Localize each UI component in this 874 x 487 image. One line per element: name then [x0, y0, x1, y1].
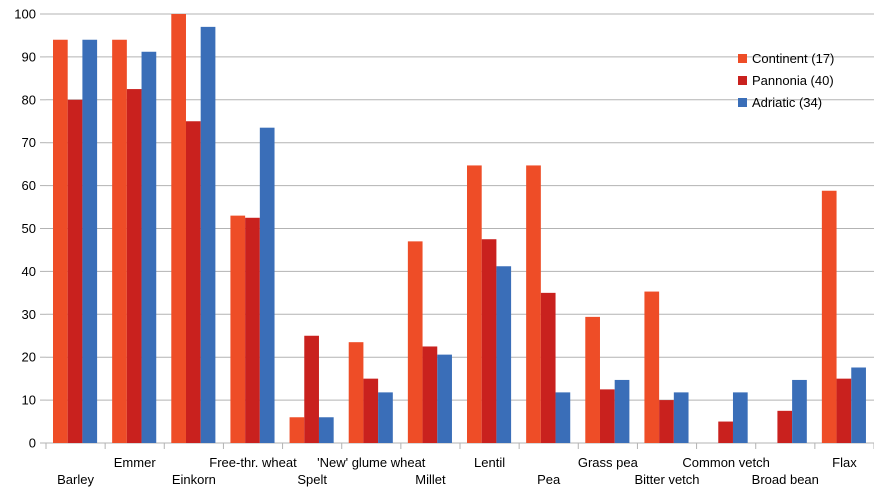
- bar-1-series-0: [112, 39, 127, 444]
- x-tick-label: Lentil: [474, 455, 505, 470]
- bar-9-series-2: [614, 379, 630, 443]
- x-tick-label: Broad bean: [752, 472, 819, 487]
- bar-9-series-1: [599, 389, 615, 443]
- bar-2-series-0: [171, 14, 186, 443]
- bar-2-series-1: [185, 121, 201, 443]
- bar-5-series-0: [348, 342, 364, 443]
- x-tick-label: Flax: [832, 455, 857, 470]
- x-tick-label: Millet: [415, 472, 446, 487]
- y-tick-label: 60: [22, 178, 36, 193]
- bar-4-series-2: [318, 417, 334, 443]
- bar-6-series-1: [422, 346, 438, 443]
- y-tick-label: 70: [22, 135, 36, 150]
- y-axis-tick-labels: 0 10 20 30 40 50 60 70 80 90 100: [14, 7, 36, 451]
- bar-13-series-2: [851, 367, 866, 443]
- x-tick-label: Bitter vetch: [634, 472, 699, 487]
- y-tick-label: 20: [22, 350, 36, 365]
- bar-4-series-1: [304, 335, 319, 443]
- legend-label-2: Adriatic (34): [752, 95, 822, 110]
- bar-11-series-2: [732, 392, 748, 443]
- bar-1-series-2: [141, 51, 157, 443]
- bar-2-series-2: [200, 26, 216, 444]
- bar-3-series-2: [259, 127, 275, 443]
- x-tick-label: Pea: [537, 472, 561, 487]
- x-tick-label: Barley: [57, 472, 94, 487]
- bar-12-series-2: [792, 379, 807, 443]
- bar-0-series-2: [82, 39, 98, 444]
- x-tick-label: 'New' glume wheat: [317, 455, 426, 470]
- bar-3-series-0: [230, 215, 246, 443]
- bar-5-series-2: [378, 392, 393, 443]
- legend-label-1: Pannonia (40): [752, 73, 834, 88]
- bar-13-series-0: [821, 190, 837, 443]
- bar-10-series-2: [673, 392, 689, 443]
- y-tick-label: 40: [22, 264, 36, 279]
- bar-8-series-1: [540, 292, 556, 443]
- legend-label-0: Continent (17): [752, 51, 834, 66]
- bar-0-series-1: [67, 99, 83, 444]
- legend-swatch-0: [738, 54, 747, 63]
- bar-13-series-1: [836, 378, 852, 443]
- legend: Continent (17) Pannonia (40) Adriatic (3…: [738, 51, 834, 110]
- x-tick-label: Emmer: [114, 455, 157, 470]
- bar-3-series-1: [245, 217, 260, 443]
- bar-7-series-1: [481, 239, 497, 443]
- bar-9-series-0: [585, 316, 600, 443]
- x-tick-label: Free-thr. wheat: [209, 455, 297, 470]
- legend-swatch-2: [738, 98, 747, 107]
- y-tick-label: 80: [22, 92, 36, 107]
- bar-6-series-0: [407, 241, 423, 443]
- y-tick-label: 90: [22, 49, 36, 64]
- legend-swatch-1: [738, 76, 747, 85]
- bar-1-series-1: [126, 89, 142, 443]
- y-tick-label: 10: [22, 393, 36, 408]
- bar-12-series-1: [777, 410, 793, 443]
- bar-5-series-1: [363, 378, 379, 443]
- bar-10-series-1: [659, 400, 674, 443]
- bar-8-series-0: [526, 165, 541, 443]
- bar-8-series-2: [555, 392, 571, 443]
- bar-7-series-2: [496, 266, 512, 443]
- grid-lines: [40, 13, 874, 449]
- bar-11-series-1: [718, 421, 733, 443]
- bar-4-series-0: [289, 417, 305, 443]
- y-tick-label: 50: [22, 221, 36, 236]
- y-tick-label: 0: [29, 436, 36, 451]
- bar-10-series-0: [644, 291, 660, 443]
- bar-6-series-2: [437, 354, 452, 443]
- x-tick-label: Einkorn: [172, 472, 216, 487]
- x-tick-label: Grass pea: [578, 455, 639, 470]
- bar-0-series-0: [53, 39, 68, 444]
- bar-7-series-0: [467, 165, 482, 443]
- y-tick-label: 100: [14, 7, 36, 22]
- y-tick-label: 30: [22, 307, 36, 322]
- x-tick-label: Common vetch: [682, 455, 769, 470]
- x-tick-label: Spelt: [297, 472, 327, 487]
- bars: [53, 14, 866, 444]
